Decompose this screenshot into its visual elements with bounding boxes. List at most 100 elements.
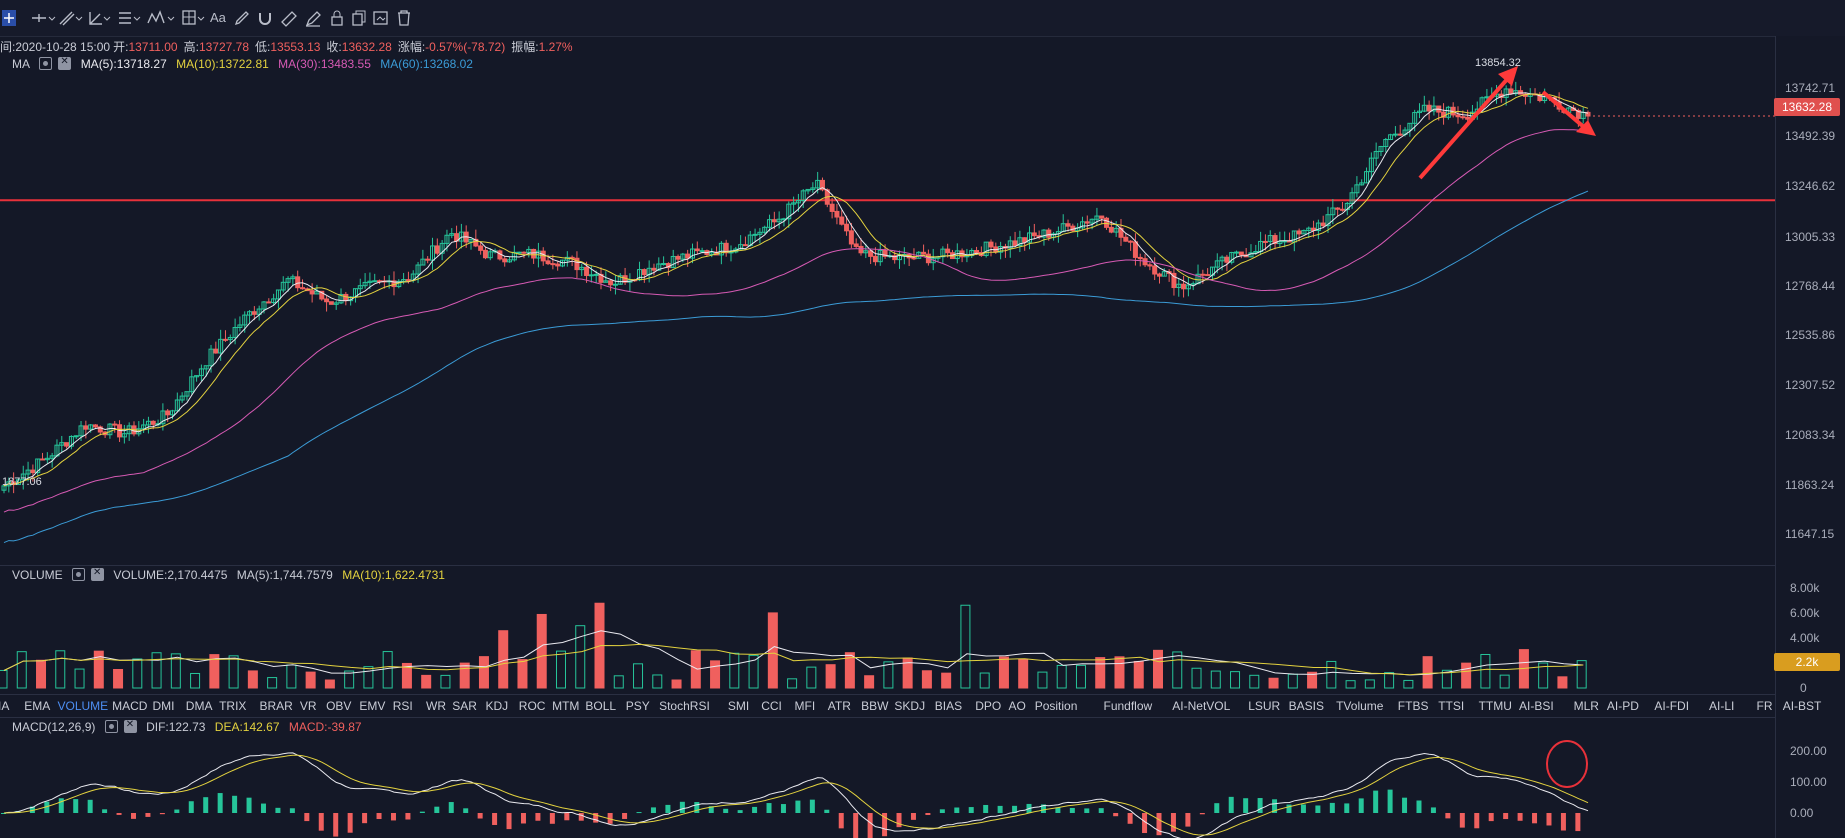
tab-boll[interactable]: BOLL (585, 699, 617, 713)
tab-dma[interactable]: DMA (185, 699, 213, 713)
trend-line-icon[interactable] (58, 8, 84, 28)
candle-body (275, 289, 281, 300)
tab-emv[interactable]: EMV (359, 699, 386, 713)
tab-dpo[interactable]: DPO (975, 699, 1002, 713)
tab-basis[interactable]: BASIS (1288, 699, 1324, 713)
tab-ai-pd[interactable]: AI-PD (1606, 699, 1639, 713)
price-axis[interactable] (1775, 36, 1845, 838)
tab-skdj[interactable]: SKDJ (894, 699, 926, 713)
candle-body (1416, 110, 1422, 114)
macd-histogram-bar (232, 795, 238, 813)
tab-ai-li[interactable]: AI-LI (1709, 699, 1735, 713)
tab-sar[interactable]: SAR (452, 699, 477, 713)
brush-icon[interactable] (233, 8, 251, 28)
tab-roc[interactable]: ROC (518, 699, 546, 713)
tab-mfi[interactable]: MFI (794, 699, 816, 713)
wave-icon[interactable] (147, 8, 177, 28)
candle-body (1007, 240, 1013, 249)
tab-psy[interactable]: PSY (625, 699, 650, 713)
tab-wr[interactable]: WR (426, 699, 446, 713)
macd-histogram-bar (246, 797, 252, 813)
candle-body (1128, 240, 1134, 243)
macd-histogram-bar (73, 799, 79, 813)
tab-ttmu[interactable]: TTMU (1478, 699, 1512, 713)
volume-bar (671, 679, 682, 689)
macd-close-icon[interactable] (123, 719, 137, 733)
settings-icon[interactable] (39, 57, 53, 70)
tab-ao[interactable]: AO (1008, 699, 1026, 713)
macd-histogram-bar (1084, 808, 1090, 813)
volume-bar (344, 670, 355, 689)
tab-brar[interactable]: BRAR (259, 699, 293, 713)
drawing-toolbar: Aa (0, 0, 1845, 37)
candle-body (40, 458, 46, 461)
macd-histogram-bar (650, 807, 656, 813)
tab-atr[interactable]: ATR (827, 699, 851, 713)
copy-icon[interactable] (350, 8, 368, 28)
candle-body (945, 248, 951, 254)
tab-mlr[interactable]: MLR (1573, 699, 1599, 713)
crosshair-icon[interactable] (2, 8, 18, 28)
tab-tvolume[interactable]: TVolume (1336, 699, 1384, 713)
tab-bbw[interactable]: BBW (861, 699, 889, 713)
candle-body (815, 179, 821, 189)
tab-bias[interactable]: BIAS (934, 699, 963, 713)
magnet-icon[interactable] (256, 8, 274, 28)
volume-settings-icon[interactable] (72, 568, 86, 581)
tab-fundflow[interactable]: Fundflow (1103, 699, 1153, 713)
tab-rsi[interactable]: RSI (392, 699, 413, 713)
screenshot-icon[interactable] (372, 8, 390, 28)
tab-ai-netvol[interactable]: AI-NetVOL (1172, 699, 1231, 713)
tab-ema[interactable]: EMA (24, 699, 51, 713)
macd-histogram-bar (217, 793, 223, 813)
candle-body (203, 365, 209, 370)
candle-body (1445, 106, 1451, 118)
tab-stochrsi[interactable]: StochRSI (659, 699, 710, 713)
volume-close-icon[interactable] (91, 567, 105, 581)
horizontal-line-icon[interactable] (30, 8, 56, 28)
pencil-icon[interactable] (304, 8, 322, 28)
tab-dmi[interactable]: DMI (152, 699, 175, 713)
fib-grid-icon[interactable] (181, 8, 207, 28)
macd-histogram-bar (130, 813, 136, 819)
volume-tick-label: 0 (1800, 681, 1807, 695)
macd-histogram-bar (1142, 813, 1148, 834)
tab-volume[interactable]: VOLUME (57, 699, 109, 713)
candle-body (1455, 114, 1461, 118)
tab-trix[interactable]: TRIX (219, 699, 247, 713)
text-tool-button[interactable]: Aa (210, 10, 226, 25)
tab-fr[interactable]: FR (1756, 699, 1773, 713)
tab-macd[interactable]: MACD (112, 699, 148, 713)
tab-lsur[interactable]: LSUR (1248, 699, 1281, 713)
tab-kdj[interactable]: KDJ (485, 699, 509, 713)
candle-body (1152, 265, 1158, 275)
low-marker-label: 1877.06 (2, 476, 42, 488)
macd-histogram-bar (1040, 804, 1046, 813)
tab-obv[interactable]: OBV (326, 699, 352, 713)
candle-body (1378, 146, 1384, 152)
tab-ftbs[interactable]: FTBS (1397, 699, 1429, 713)
tab-cci[interactable]: CCI (761, 699, 782, 713)
tab-ai-bst[interactable]: AI-BST (1782, 699, 1822, 713)
tab-ia[interactable]: IA (0, 699, 10, 713)
trash-icon[interactable] (395, 8, 413, 28)
tab-ai-bsi[interactable]: AI-BSI (1519, 699, 1554, 713)
macd-histogram-bar (925, 813, 931, 816)
ruler-icon[interactable] (280, 8, 298, 28)
tab-smi[interactable]: SMI (727, 699, 750, 713)
tab-ai-fdi[interactable]: AI-FDI (1654, 699, 1690, 713)
dif-value: DIF:122.73 (146, 720, 206, 734)
close-icon[interactable] (58, 56, 72, 70)
candle-body (357, 285, 363, 290)
tab-mtm[interactable]: MTM (552, 699, 580, 713)
lock-icon[interactable] (328, 8, 346, 28)
candle-body (1306, 227, 1312, 231)
tab-vr[interactable]: VR (299, 699, 317, 713)
tab-ttsi[interactable]: TTSI (1438, 699, 1465, 713)
macd-histogram-bar (838, 813, 844, 829)
angle-icon[interactable] (88, 8, 114, 28)
tab-position[interactable]: Position (1034, 699, 1078, 713)
macd-settings-icon[interactable] (104, 720, 118, 733)
parallel-channel-icon[interactable] (117, 8, 143, 28)
